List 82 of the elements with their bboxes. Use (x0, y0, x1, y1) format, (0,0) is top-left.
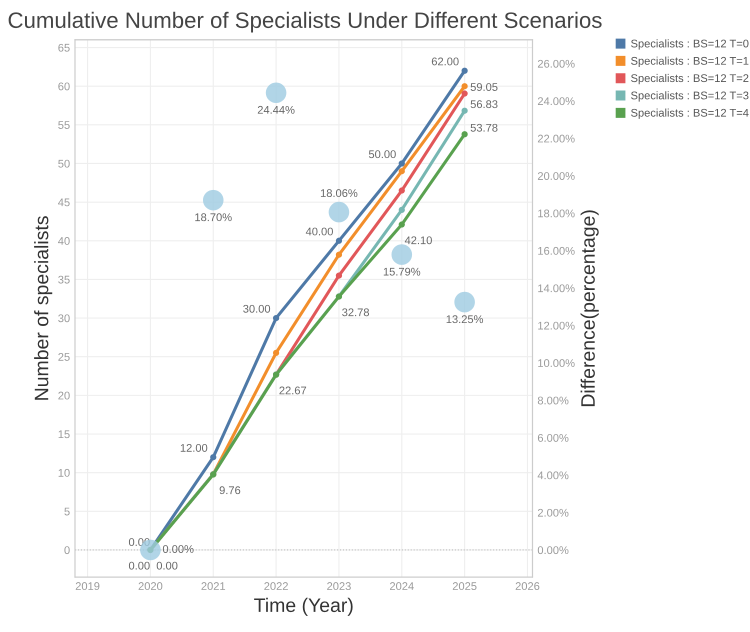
x-tick-label: 2019 (76, 582, 100, 590)
data-label: 59.05 (470, 83, 498, 91)
y2-tick-label: 14.00% (538, 284, 575, 292)
y-tick-label: 10 (58, 468, 70, 477)
y2-tick-label: 4.00% (538, 471, 568, 480)
y-tick-label: 35 (58, 276, 70, 284)
data-label: 32.78 (342, 308, 370, 316)
data-label: 13.25% (446, 315, 484, 324)
data-label: 40.00 (306, 228, 333, 236)
data-label: 53.78 (470, 124, 498, 132)
point (336, 272, 342, 279)
point (398, 206, 405, 213)
point (336, 238, 342, 244)
y2-tick-label: 2.00% (538, 508, 568, 517)
data-label: 22.67 (279, 386, 306, 394)
data-label: 50.00 (368, 150, 396, 158)
data-label: 30.00 (243, 304, 270, 313)
point (462, 108, 468, 114)
point (398, 187, 405, 194)
y-tick-label: 50 (58, 160, 70, 168)
y-tick-label: 65 (58, 44, 70, 52)
y2-tick-label: 24.00% (538, 97, 575, 106)
y2-tick-label: 22.00% (538, 134, 575, 143)
y2-tick-label: 10.00% (538, 359, 575, 368)
data-label: 42.10 (404, 236, 432, 244)
point (272, 314, 280, 322)
y2-tick-label: 0.00% (538, 546, 568, 554)
y-tick-label: 25 (58, 352, 70, 361)
point (398, 160, 405, 167)
y-tick-label: 15 (58, 430, 70, 438)
y2-tick-label: 6.00% (538, 434, 568, 442)
x-tick-label: 2023 (327, 582, 351, 590)
data-label: 24.44% (258, 106, 295, 114)
data-label: 62.00 (432, 58, 459, 66)
y-tick-label: 55 (58, 121, 70, 129)
data-label: 0.00 (156, 562, 178, 570)
point (398, 168, 405, 174)
y2-axis-title: Difference(percentage) (580, 210, 599, 406)
point (398, 221, 405, 228)
legend-label: Specialists : BS=12 T=1 (631, 56, 748, 67)
x-tick-label: 2022 (264, 582, 288, 590)
legend-label: Specialists : BS=12 T=3 (631, 91, 748, 102)
point (210, 454, 216, 460)
y-tick-label: 30 (58, 314, 70, 322)
y2-tick-label: 26.00% (538, 60, 575, 68)
y2-tick-label: 8.00% (538, 396, 568, 404)
x-tick-label: 2024 (390, 582, 414, 590)
data-label: 0.00 (128, 562, 150, 570)
y-tick-label: 40 (58, 237, 70, 245)
data-label: 9.76 (220, 486, 240, 494)
x-tick-label: 2025 (452, 582, 477, 590)
point (336, 252, 342, 258)
y-axis-title: Number of specialists (34, 216, 52, 400)
x-tick-label: 2026 (516, 582, 540, 590)
y-tick-label: 45 (58, 198, 70, 206)
point (272, 350, 280, 356)
y2-tick-label: 12.00% (538, 322, 575, 330)
y-tick-label: 20 (58, 392, 70, 400)
data-label: 56.83 (470, 100, 498, 108)
x-tick-label: 2020 (138, 582, 162, 590)
y2-tick-label: 18.00% (538, 210, 575, 218)
legend-label: Specialists : BS=12 T=0 (631, 39, 749, 50)
data-label: 12.00 (180, 444, 208, 452)
data-label: 15.79% (384, 268, 420, 276)
legend-label: Specialists : BS=12 T=4 (631, 108, 749, 119)
y-tick-label: 0 (64, 546, 70, 554)
data-label: 18.06% (320, 189, 358, 198)
chart-title: Cumulative Number of Specialists Under Different Scenarios (8, 12, 602, 32)
y-tick-label: 60 (58, 82, 70, 90)
point (462, 68, 468, 74)
data-label: 18.70% (195, 213, 232, 222)
y2-tick-label: 20.00% (538, 172, 575, 180)
legend-label: Specialists : BS=12 T=2 (631, 74, 748, 84)
data-label: 0.00 (128, 538, 150, 546)
x-axis-title: Time (Year) (254, 598, 353, 616)
point (462, 90, 468, 97)
y-tick-label: 5 (64, 508, 70, 516)
data-label: 0.00% (162, 545, 194, 553)
point (462, 83, 468, 90)
y2-tick-label: 16.00% (538, 246, 575, 255)
x-tick-label: 2021 (201, 582, 226, 590)
point (462, 131, 468, 138)
